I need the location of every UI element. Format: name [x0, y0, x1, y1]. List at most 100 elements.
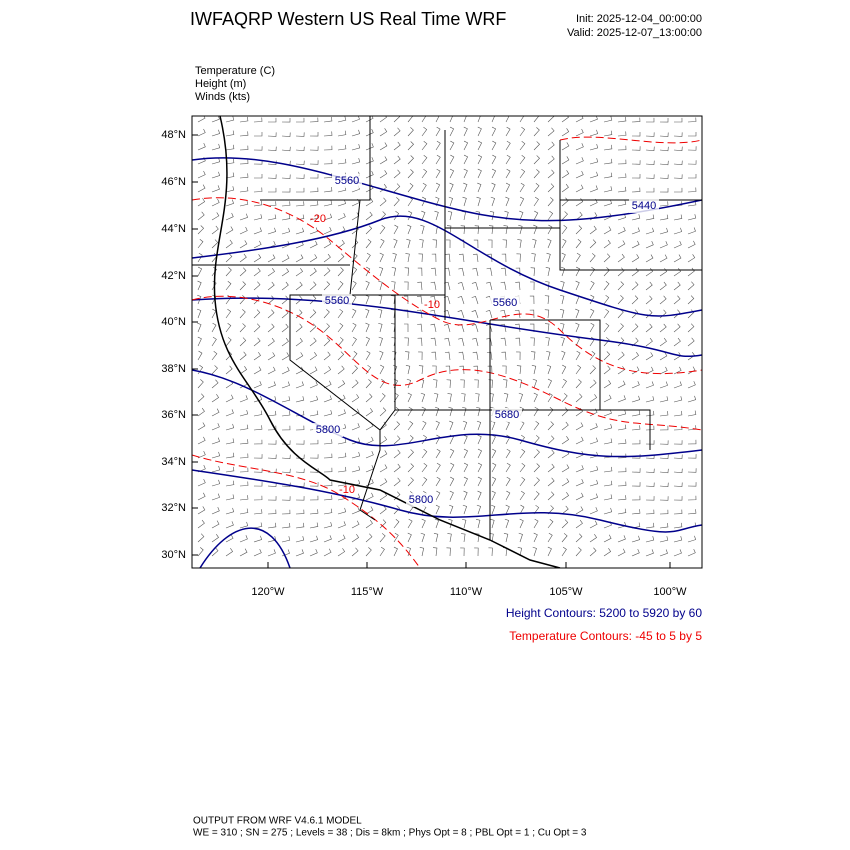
wind-barb	[458, 351, 465, 361]
wind-barb	[477, 462, 483, 473]
wind-barb	[449, 462, 455, 473]
wind-barb	[446, 547, 451, 557]
wind-barb	[575, 393, 583, 403]
wind-barb	[645, 425, 655, 431]
wind-barb	[225, 322, 232, 333]
wind-barb	[603, 158, 613, 165]
wind-barb	[463, 476, 468, 487]
wind-barb	[211, 294, 217, 305]
wind-barb	[435, 462, 441, 473]
height-contour-label: 5440	[632, 200, 656, 212]
wind-barb	[631, 281, 639, 291]
wind-barb	[659, 536, 669, 543]
wind-barb	[462, 504, 468, 515]
wind-barb	[487, 365, 493, 375]
wind-barb	[603, 199, 612, 207]
wind-barb	[281, 227, 291, 235]
wind-barb	[532, 546, 537, 557]
wind-barb	[547, 127, 555, 137]
wind-barb	[351, 129, 361, 137]
wind-barb	[225, 480, 235, 487]
field-label: Winds (kts)	[195, 91, 250, 103]
wind-barb	[449, 490, 454, 501]
wind-barb	[365, 547, 372, 557]
wind-barb	[405, 253, 410, 263]
wind-barb	[197, 294, 202, 305]
wind-barb	[253, 187, 263, 193]
wind-barb	[575, 519, 583, 529]
wind-barb	[617, 186, 627, 193]
wind-barb	[673, 509, 683, 515]
wind-barb	[519, 518, 524, 529]
wind-barb	[323, 213, 332, 221]
wind-barb	[404, 281, 409, 291]
wind-barb	[351, 466, 361, 473]
wind-barb	[337, 212, 346, 221]
wind-barb	[473, 239, 479, 249]
wind-barb	[365, 143, 374, 151]
wind-barb	[603, 130, 613, 137]
wind-barb	[379, 142, 388, 151]
wind-barb	[473, 365, 479, 375]
wind-barb	[631, 439, 641, 445]
wind-barb	[659, 281, 667, 291]
wind-barb	[501, 253, 507, 263]
wind-barb	[659, 454, 669, 460]
wind-barb	[420, 224, 425, 235]
wind-barb	[488, 547, 493, 557]
wind-barb	[457, 281, 465, 291]
wind-barb	[673, 227, 683, 235]
wind-barb	[518, 532, 523, 543]
wind-barb	[337, 507, 347, 515]
wind-barb	[489, 211, 495, 221]
wind-barb	[323, 467, 333, 473]
wind-barb	[379, 197, 387, 207]
wind-barb	[488, 239, 493, 249]
wind-barb	[545, 337, 550, 347]
wind-barb	[533, 196, 539, 207]
wind-barb	[575, 198, 584, 207]
wind-barb	[505, 476, 511, 487]
wind-barb	[197, 519, 205, 529]
wind-barb	[673, 187, 683, 193]
wind-barb	[488, 225, 494, 235]
wind-barb	[463, 434, 468, 445]
wind-barb	[463, 448, 468, 459]
wind-barb	[533, 224, 538, 235]
wind-barb	[444, 351, 451, 361]
wind-barb	[589, 365, 596, 375]
wind-barb	[419, 547, 425, 557]
wind-barb	[420, 532, 425, 543]
wind-barb	[323, 366, 332, 375]
wind-barb	[435, 154, 441, 165]
wind-barb	[519, 182, 525, 193]
wind-barb	[631, 267, 639, 277]
wind-barb	[505, 182, 511, 193]
wind-barb	[503, 379, 508, 389]
wind-barb	[687, 240, 696, 249]
wind-barb	[547, 197, 554, 207]
wind-barb	[603, 466, 613, 473]
wind-barb	[603, 494, 613, 501]
wind-barb	[323, 226, 332, 235]
wind-barb	[417, 281, 423, 291]
wind-barb	[490, 518, 495, 529]
wind-barb	[225, 144, 235, 151]
wind-barb	[211, 198, 220, 207]
wind-barb	[239, 267, 247, 277]
wind-barb	[197, 422, 206, 431]
wind-barb	[561, 197, 569, 207]
wind-barb	[519, 448, 526, 459]
wind-barb	[463, 140, 469, 151]
wind-barb	[531, 365, 537, 375]
wind-barb	[687, 295, 695, 305]
wind-barb	[533, 155, 540, 165]
wind-barb	[309, 240, 318, 249]
wind-barb	[351, 547, 359, 557]
wind-barb	[197, 211, 205, 221]
wind-barb	[253, 439, 263, 445]
wind-barb	[225, 308, 232, 319]
wind-barb	[267, 132, 277, 137]
wind-barb	[421, 210, 426, 221]
wind-barb	[379, 478, 388, 487]
